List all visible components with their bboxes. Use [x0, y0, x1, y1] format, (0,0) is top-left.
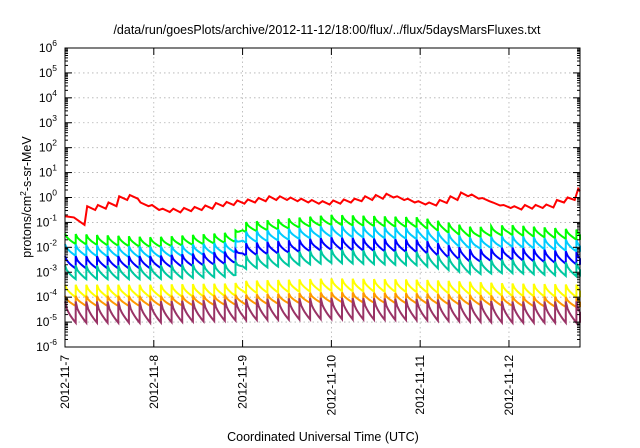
chart-title: /data/run/goesPlots/archive/2012-11-12/1…: [113, 23, 541, 37]
y-tick-label: 103: [39, 113, 57, 130]
y-tick-label: 10-2: [36, 237, 57, 254]
series-line-8: [64, 297, 581, 326]
series-line-3: [64, 225, 581, 260]
plot-frame: [64, 47, 581, 348]
y-axis-label-pre: protons/cm: [20, 196, 34, 258]
x-tick-label: 2012-11-10: [324, 355, 338, 416]
x-tick-label: 2012-11-12: [502, 355, 516, 416]
x-tick-labels: 2012-11-7 2012-11-8 2012-11-9 2012-11-10 201…: [58, 355, 516, 416]
y-tick-label: 100: [39, 188, 57, 205]
series-group: [64, 186, 581, 326]
x-tick-label: 2012-11-9: [236, 355, 250, 409]
y-tick-label: 10-6: [36, 337, 57, 354]
y-tick-label: 101: [39, 163, 57, 180]
x-tick-label: 2012-11-8: [147, 355, 161, 409]
x-axis-label: Coordinated Universal Time (UTC): [227, 430, 419, 444]
y-axis-label: protons/cm2-s-sr-MeV: [18, 136, 34, 258]
series-line-5: [64, 248, 581, 282]
x-tick-label: 2012-11-11: [413, 355, 427, 415]
y-axis-label-sup: 2: [18, 191, 28, 196]
y-tick-label: 10-5: [36, 312, 57, 329]
y-tick-label: 10-4: [36, 287, 57, 304]
y-tick-labels: 10-6 10-5 10-4 10-3 10-2 10-1 100 101 102 103 104 1…: [36, 38, 57, 354]
series-line-7: [64, 291, 581, 309]
y-tick-label: 10-1: [36, 212, 57, 229]
y-tick-label: 105: [39, 63, 57, 80]
y-tick-label: 10-3: [36, 262, 57, 279]
series-line-2: [64, 214, 581, 250]
y-tick-label: 106: [39, 38, 57, 55]
series-line-1: [64, 186, 581, 227]
series-line-4: [64, 237, 581, 271]
series-line-6: [64, 278, 581, 300]
y-axis-label-post: -s-sr-MeV: [20, 136, 34, 192]
y-tick-label: 102: [39, 138, 57, 155]
x-tick-label: 2012-11-7: [58, 355, 72, 409]
y-tick-label: 104: [39, 88, 57, 105]
